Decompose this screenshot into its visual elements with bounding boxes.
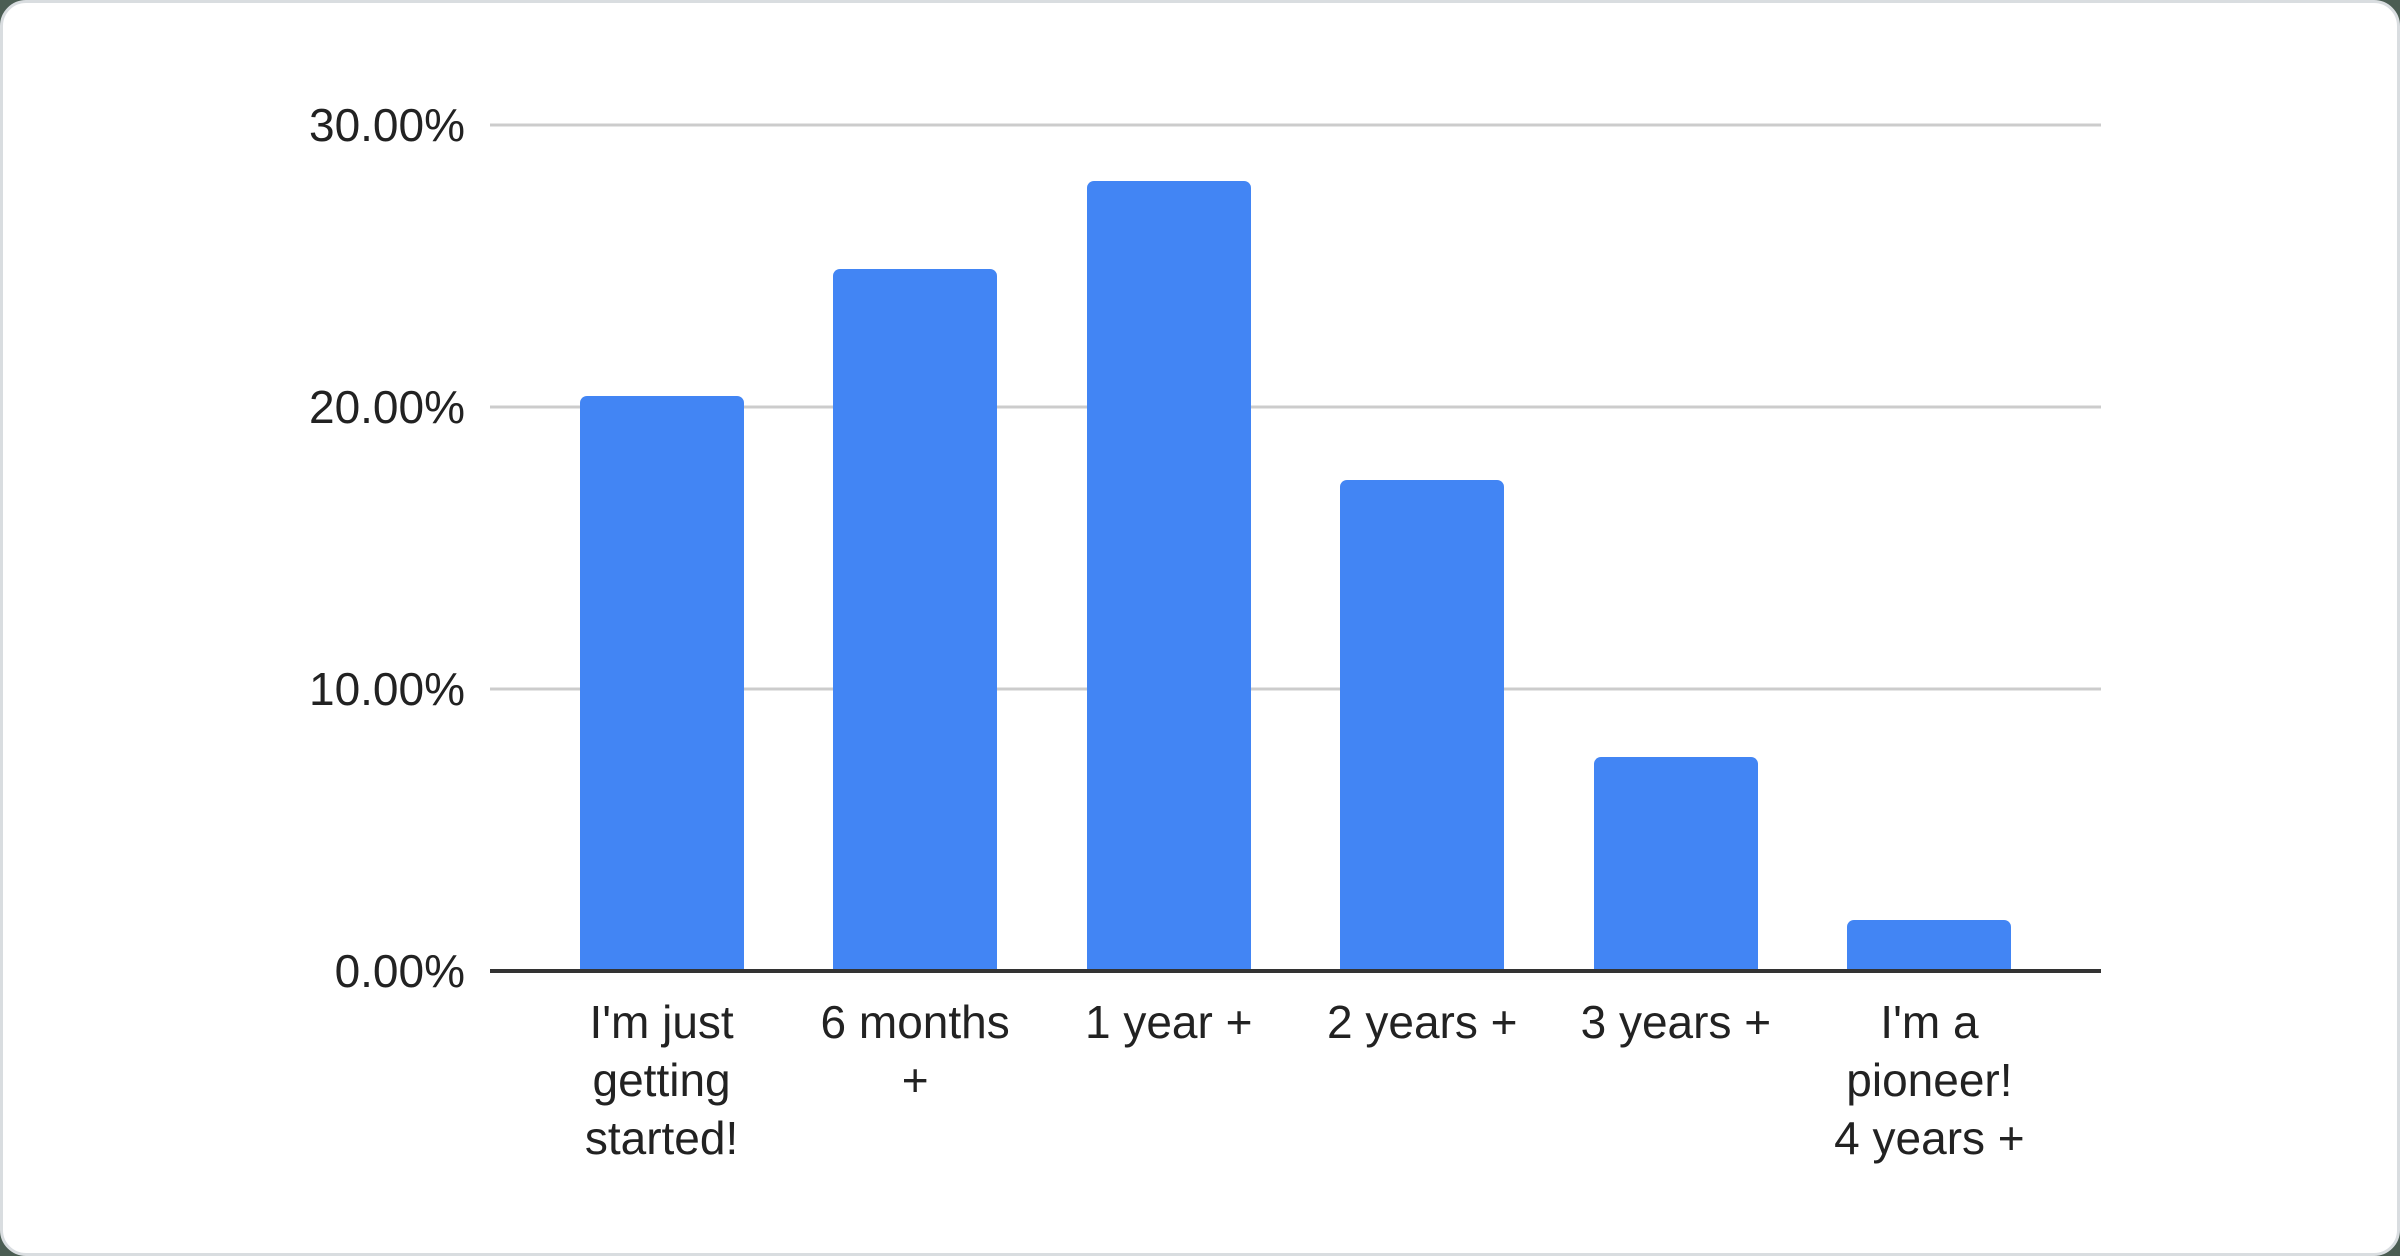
x-axis-labels: I'm just getting started! 6 months + 1 y… bbox=[490, 993, 2101, 1223]
x-category-label: I'm just getting started! bbox=[584, 996, 739, 1164]
bar[interactable] bbox=[1086, 181, 1251, 971]
bar[interactable] bbox=[833, 268, 998, 971]
bar[interactable] bbox=[1593, 756, 1758, 971]
y-tick-label: 10.00% bbox=[308, 662, 465, 715]
x-category-label: 3 years + bbox=[1580, 996, 1772, 1048]
gridline bbox=[490, 687, 2101, 691]
bars bbox=[490, 125, 2101, 971]
bar-chart: 30.00% 20.00% 10.00% 0.00% I'm just gett… bbox=[3, 3, 2397, 1253]
y-axis-labels: 30.00% 20.00% 10.00% 0.00% bbox=[3, 99, 465, 997]
x-category-label: 6 months + bbox=[820, 996, 1010, 1106]
bar[interactable] bbox=[1340, 480, 1505, 971]
gridlines bbox=[490, 123, 2101, 971]
x-category-label: I'm a pioneer! 4 years + bbox=[1834, 996, 2025, 1164]
bar[interactable] bbox=[579, 395, 744, 971]
x-category-label: 2 years + bbox=[1327, 996, 1518, 1048]
plot-area bbox=[490, 123, 2101, 973]
gridline bbox=[490, 405, 2101, 409]
y-tick-label: 30.00% bbox=[308, 99, 465, 151]
x-axis-line bbox=[490, 969, 2101, 973]
y-tick-label: 20.00% bbox=[308, 380, 465, 433]
bar[interactable] bbox=[1847, 920, 2012, 971]
x-category-label: 1 year + bbox=[1084, 996, 1253, 1048]
y-tick-label: 0.00% bbox=[334, 945, 465, 997]
gridline bbox=[490, 123, 2101, 127]
